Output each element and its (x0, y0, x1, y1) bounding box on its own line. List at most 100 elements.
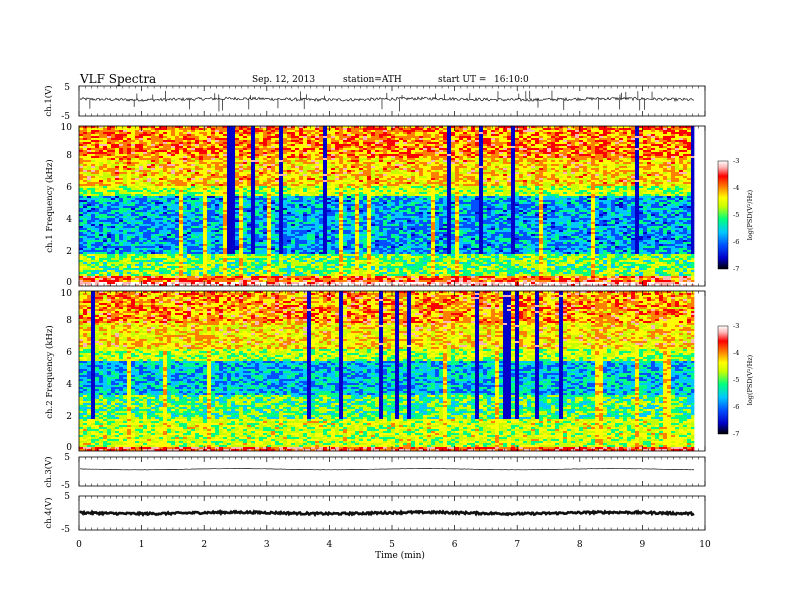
spectrogram-cell (375, 134, 379, 136)
spectrogram-cell (491, 156, 495, 158)
spectrogram-cell (479, 168, 483, 170)
spectrogram-cell (615, 166, 619, 168)
spectrogram-cell (191, 148, 195, 150)
spectrogram-cell (183, 156, 187, 158)
spectrogram-cell (443, 188, 447, 190)
spectrogram-cell (587, 170, 591, 172)
spectrogram-cell (95, 156, 99, 158)
spectrogram-cell (423, 182, 427, 184)
spectrogram-cell (243, 164, 247, 166)
spectrogram-cell (575, 128, 579, 130)
spectrogram-cell (611, 168, 615, 170)
spectrogram-cell (103, 154, 107, 156)
spectrogram-cell (167, 160, 171, 162)
spectrogram-cell (623, 140, 627, 142)
spectrogram-cell (495, 180, 499, 182)
spectrogram-cell (139, 140, 143, 142)
spectrogram-cell (431, 158, 435, 160)
spectrogram-cell (475, 168, 479, 170)
spectrogram-cell (227, 180, 231, 182)
spectrogram-cell (639, 164, 643, 166)
spectrogram-cell (195, 152, 199, 154)
spectrogram-cell (315, 164, 319, 166)
spectrogram-cell (659, 130, 663, 132)
spectrogram-cell (683, 160, 687, 162)
spectrogram-cell (355, 188, 359, 190)
spectrogram-cell (303, 172, 307, 174)
spectrogram-cell (259, 188, 263, 190)
spectrogram-cell (391, 178, 395, 180)
spectrogram-cell (487, 166, 491, 168)
spectrogram-cell (351, 132, 355, 134)
spectrogram-cell (347, 180, 351, 182)
spectrogram-cell (495, 168, 499, 170)
spectrogram-cell (659, 182, 663, 184)
spectrogram-cell (307, 160, 311, 162)
spectrogram-cell (251, 146, 255, 148)
spectrogram-cell (487, 144, 491, 146)
spectrogram-cell (171, 154, 175, 156)
spectrogram-cell (331, 152, 335, 154)
spectrogram-cell (91, 130, 95, 132)
spectrogram-cell (211, 174, 215, 176)
spectrogram-cell (263, 174, 267, 176)
spectrogram-cell (483, 142, 487, 144)
spectrogram-cell (347, 188, 351, 190)
spectrogram-cell (599, 182, 603, 184)
spectrogram-cell (383, 160, 387, 162)
spectrogram-cell (151, 136, 155, 138)
spectrogram-cell (211, 170, 215, 172)
spectrogram-cell (123, 140, 127, 142)
spectrogram-cell (107, 154, 111, 156)
spectrogram-cell (199, 186, 203, 188)
spectrogram-cell (271, 154, 275, 156)
spectrogram-cell (499, 170, 503, 172)
spectrogram-cell (339, 150, 343, 152)
spectrogram-cell (563, 184, 567, 186)
spectrogram-cell (683, 154, 687, 156)
spectrogram-cell (583, 146, 587, 148)
spectrogram-cell (83, 168, 87, 170)
spectrogram-cell (511, 148, 515, 150)
spectrogram-cell (551, 186, 555, 188)
spectrogram-cell (535, 150, 539, 152)
spectrogram-cell (459, 138, 463, 140)
spectrogram-cell (579, 142, 583, 144)
spectrogram-cell (475, 178, 479, 180)
spectrogram-cell (203, 132, 207, 134)
spectrogram-cell (643, 188, 647, 190)
spectrogram-cell (587, 132, 591, 134)
spectrogram-cell (655, 142, 659, 144)
spectrogram-cell (351, 146, 355, 148)
spectrogram-cell (683, 162, 687, 164)
spectrogram-cell (187, 138, 191, 140)
spectrogram-cell (271, 158, 275, 160)
spectrogram-cell (199, 168, 203, 170)
spectrogram-cell (403, 160, 407, 162)
spectrogram-cell (407, 170, 411, 172)
spectrogram-cell (591, 132, 595, 134)
spectrogram-cell (279, 132, 283, 134)
spectrogram-cell (331, 174, 335, 176)
spectrogram-cell (563, 146, 567, 148)
spectrogram-cell (259, 146, 263, 148)
spectrogram-cell (91, 138, 95, 140)
spectrogram-cell (239, 136, 243, 138)
spectrogram-cell (239, 182, 243, 184)
spectrogram-cell (471, 140, 475, 142)
spectrogram-cell (103, 156, 107, 158)
spectrogram-cell (423, 180, 427, 182)
spectrogram-cell (83, 148, 87, 150)
spectrogram-cell (647, 160, 651, 162)
spectrogram-cell (367, 188, 371, 190)
spectrogram-cell (567, 138, 571, 140)
spectrogram-cell (427, 138, 431, 140)
spectrogram-cell (491, 136, 495, 138)
spectrogram-cell (531, 174, 535, 176)
spectrogram-cell (207, 188, 211, 190)
spectrogram-cell (339, 166, 343, 168)
spectrogram-cell (463, 168, 467, 170)
spectrogram-cell (107, 150, 111, 152)
spectrogram-cell (523, 158, 527, 160)
spectrogram-cell (335, 154, 339, 156)
